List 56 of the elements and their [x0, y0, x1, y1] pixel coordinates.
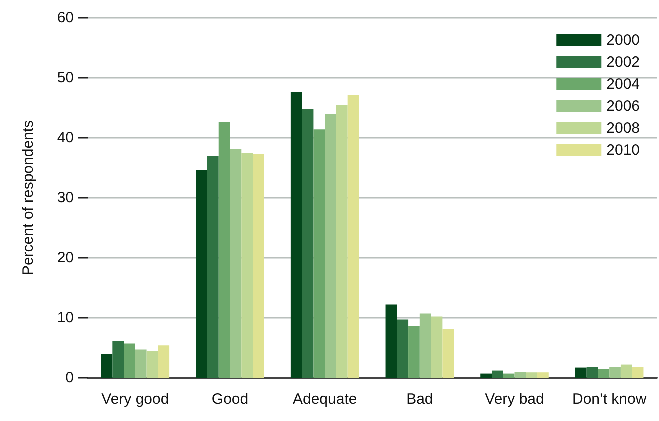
bar [253, 154, 264, 378]
legend-label: 2010 [606, 142, 640, 159]
bar [586, 367, 598, 378]
bar [314, 130, 326, 378]
x-tick-label: Good [212, 391, 249, 408]
bar [146, 351, 158, 378]
bar [526, 372, 538, 378]
bar [230, 149, 242, 378]
bar [408, 326, 420, 378]
x-tick-label: Very bad [485, 391, 544, 408]
bar [514, 372, 526, 378]
y-tick-label: 60 [57, 10, 74, 26]
bar [348, 95, 360, 378]
bar [112, 341, 124, 378]
y-tick-label: 40 [57, 130, 74, 146]
y-tick-label: 20 [57, 250, 74, 266]
y-axis-title: Percent of respondents [20, 120, 37, 276]
bar [196, 170, 208, 378]
y-tick-label: 50 [57, 70, 74, 86]
bar [302, 109, 314, 378]
bar [503, 374, 515, 378]
bar [632, 367, 644, 378]
bar [218, 122, 230, 378]
legend-label: 2002 [606, 54, 640, 71]
bar [124, 344, 136, 378]
x-tick-label: Don’t know [572, 391, 647, 408]
bar [135, 350, 147, 378]
bar [397, 320, 409, 378]
legend-label: 2000 [606, 32, 640, 49]
bar [492, 370, 504, 378]
bar [101, 354, 113, 378]
legend-label: 2008 [606, 120, 640, 137]
bar [431, 316, 443, 378]
bar [158, 346, 170, 378]
bar [575, 368, 587, 378]
bar [620, 364, 632, 378]
bar [598, 369, 610, 378]
bar [336, 105, 348, 378]
x-tick-label: Bad [406, 391, 434, 408]
x-tick-label: Very good [102, 391, 170, 408]
bar [290, 92, 302, 378]
y-tick-label: 10 [57, 310, 74, 326]
bar [480, 374, 492, 378]
legend-label: 2006 [606, 98, 640, 115]
y-tick-label: 30 [57, 190, 74, 206]
x-tick-label: Adequate [292, 391, 358, 408]
bar [242, 153, 254, 378]
bar [442, 329, 454, 378]
bar [538, 372, 549, 378]
bar [325, 114, 336, 378]
legend-label: 2004 [606, 76, 640, 93]
bar [420, 314, 432, 378]
y-tick-label: 0 [66, 370, 74, 386]
bar [386, 304, 398, 378]
bar [610, 367, 621, 378]
bar [207, 156, 219, 378]
